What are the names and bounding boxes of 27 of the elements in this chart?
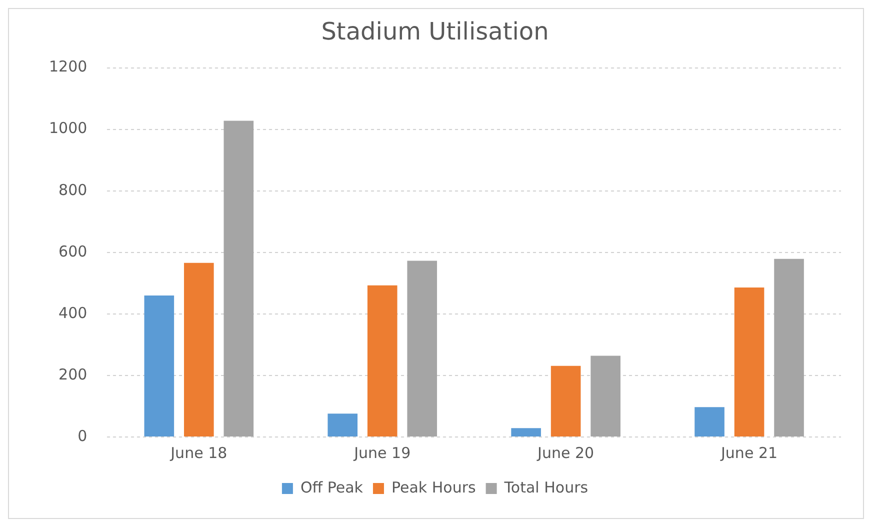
- bar: [328, 414, 358, 436]
- bar: [144, 295, 174, 436]
- legend-label: Off Peak: [300, 478, 364, 496]
- bar: [590, 356, 620, 436]
- y-tick-label: 1200: [48, 58, 88, 76]
- bar: [694, 407, 724, 436]
- x-tick-label: June 18: [170, 444, 228, 462]
- bar: [734, 287, 764, 436]
- x-tick-label: June 20: [536, 444, 594, 462]
- bar: [550, 366, 581, 436]
- y-tick-label: 400: [58, 304, 88, 322]
- legend-label: Total Hours: [503, 478, 588, 496]
- bar: [407, 260, 438, 436]
- bar: [184, 262, 214, 436]
- chart-title: Stadium Utilisation: [321, 18, 549, 46]
- bar: [367, 285, 398, 436]
- y-tick-label: 1000: [48, 119, 88, 138]
- y-tick-label: 600: [58, 242, 88, 260]
- legend-label: Peak Hours: [391, 478, 476, 496]
- x-tick-label: June 21: [720, 444, 778, 462]
- bar: [774, 258, 804, 436]
- y-tick-label: 800: [58, 180, 88, 199]
- bar: [511, 428, 541, 436]
- x-tick-label: June 19: [353, 444, 411, 462]
- bar: [224, 120, 254, 436]
- y-tick-label: 200: [58, 365, 88, 384]
- y-tick-label: 0: [78, 426, 88, 445]
